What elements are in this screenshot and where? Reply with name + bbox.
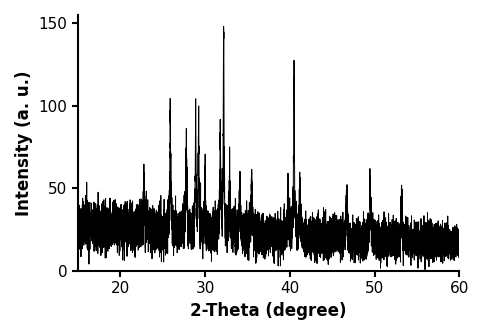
Y-axis label: Intensity (a. u.): Intensity (a. u.) — [15, 70, 33, 216]
X-axis label: 2-Theta (degree): 2-Theta (degree) — [190, 302, 347, 320]
